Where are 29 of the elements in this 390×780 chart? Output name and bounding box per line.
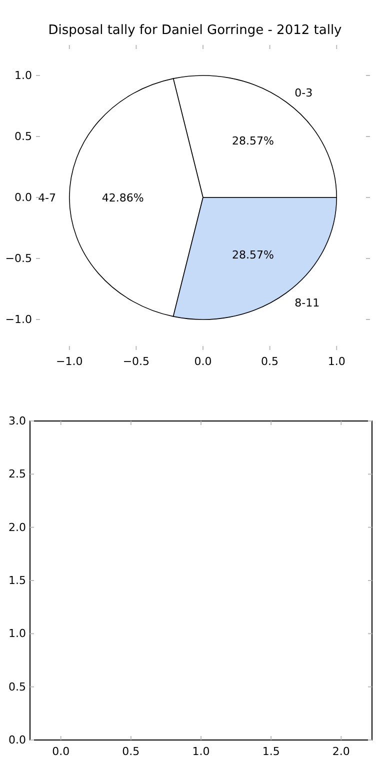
- y-tick-label: 2.5: [8, 468, 26, 481]
- x-tick-label: 0.5: [261, 355, 279, 368]
- y-tick-label: 1.5: [8, 574, 26, 588]
- y-tick-label: 2.0: [8, 520, 26, 534]
- y-tick-label: 1.0: [14, 69, 32, 82]
- slice-label: 0-3: [294, 86, 313, 100]
- y-tick-label: 0.0: [8, 734, 26, 747]
- y-tick-label: 1.0: [8, 627, 26, 640]
- y-tick-label: 3.0: [8, 414, 26, 428]
- chart-title: Disposal tally for Daniel Gorringe - 2012 tally: [48, 23, 342, 38]
- x-tick-label: −1.0: [56, 355, 83, 368]
- data-label: 42.86%: [102, 192, 144, 204]
- x-tick-label: 1.0: [328, 355, 346, 368]
- y-tick-label: 0.0: [14, 191, 32, 204]
- data-label: 28.57%: [232, 248, 274, 262]
- data-label: 28.57%: [232, 134, 274, 148]
- y-tick-label: 0.5: [8, 680, 26, 694]
- x-tick-label: 2.0: [332, 745, 350, 758]
- x-tick-label: 1.5: [262, 745, 280, 758]
- y-tick-label: −0.5: [5, 252, 32, 266]
- x-tick-label: 0.0: [52, 745, 70, 758]
- slice-label: 4-7: [38, 192, 56, 204]
- y-tick-label: 0.5: [14, 130, 32, 144]
- y-tick-label: −1.0: [5, 313, 32, 326]
- slice-label: 8-11: [294, 296, 320, 310]
- x-tick-label: 0.0: [194, 355, 212, 368]
- x-tick-label: −0.5: [122, 355, 150, 368]
- x-tick-label: 0.5: [122, 745, 140, 758]
- x-tick-label: 1.0: [192, 745, 210, 758]
